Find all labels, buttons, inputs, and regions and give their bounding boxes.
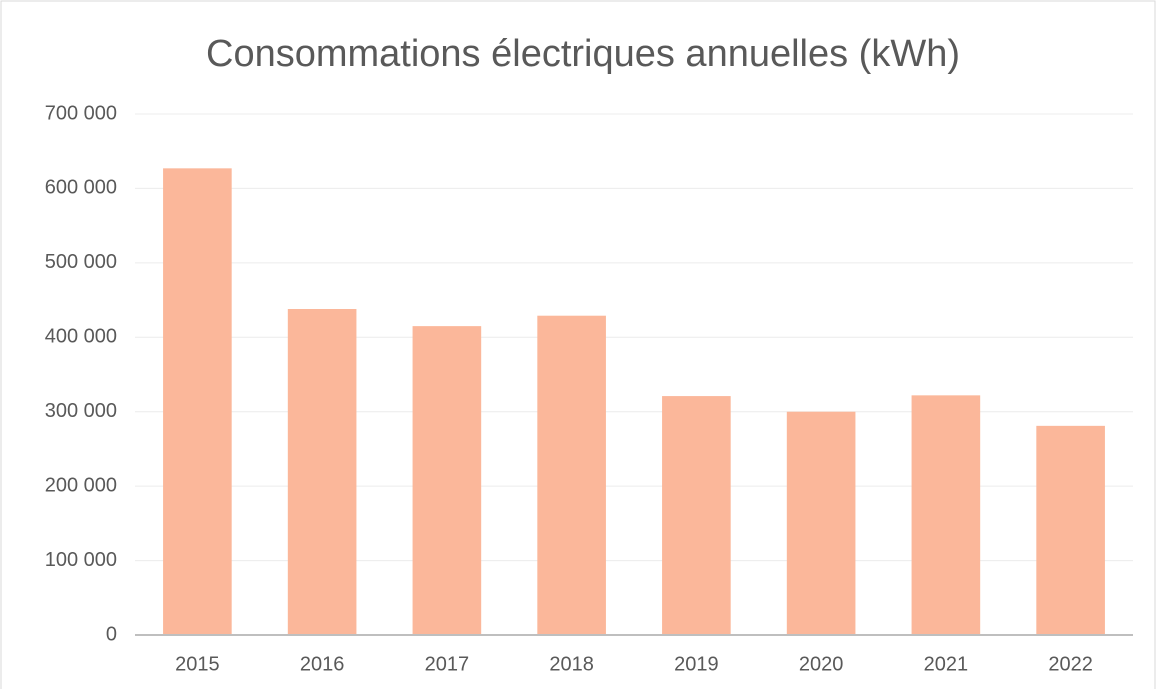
bar (287, 309, 357, 635)
y-tick-label: 300 000 (45, 400, 117, 422)
x-tick-label: 2022 (1048, 653, 1093, 675)
x-tick-label: 2019 (674, 653, 719, 675)
x-tick-label: 2021 (924, 653, 969, 675)
y-tick-label: 0 (106, 623, 117, 645)
bar (537, 315, 606, 635)
bar (1036, 425, 1105, 635)
y-tick-label: 200 000 (45, 474, 117, 496)
x-tick-label: 2017 (425, 653, 470, 675)
bar (163, 168, 232, 635)
bar (786, 411, 856, 635)
bar (412, 326, 482, 635)
y-tick-label: 600 000 (45, 177, 117, 199)
bar (911, 395, 981, 635)
y-tick-label: 700 000 (45, 102, 117, 124)
x-tick-label: 2020 (799, 653, 844, 675)
y-tick-label: 100 000 (45, 549, 117, 571)
bar (662, 396, 731, 635)
chart-title: Consommations électriques annuelles (kWh… (206, 33, 960, 75)
x-tick-label: 2018 (549, 653, 594, 675)
x-tick-label: 2016 (300, 653, 345, 675)
y-tick-label: 500 000 (45, 251, 117, 273)
y-tick-label: 400 000 (45, 326, 117, 348)
x-tick-label: 2015 (175, 653, 220, 675)
